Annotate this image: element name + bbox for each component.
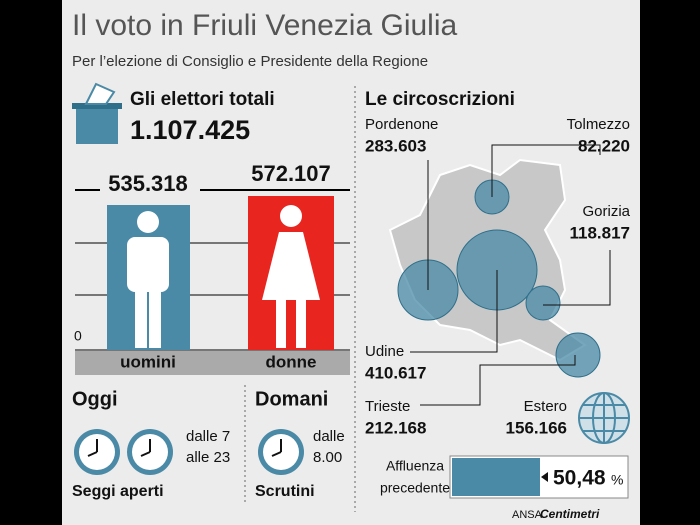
today-title: Oggi bbox=[72, 388, 118, 410]
electors-total: 1.107.425 bbox=[130, 115, 250, 145]
clocks bbox=[74, 429, 304, 475]
district-name: Trieste bbox=[365, 398, 410, 415]
woman-icon bbox=[262, 205, 320, 348]
district-value: 156.166 bbox=[506, 418, 567, 437]
districts-title: Le circoscrizioni bbox=[365, 89, 515, 110]
source: ANSA bbox=[512, 509, 543, 521]
leaders bbox=[410, 144, 611, 406]
district-name: Pordenone bbox=[365, 116, 438, 133]
district-name: Udine bbox=[365, 343, 404, 360]
women-value: 572.107 bbox=[251, 161, 331, 186]
men-value: 535.318 bbox=[108, 171, 188, 196]
turnout-value: 50,48 bbox=[553, 467, 606, 490]
label-band bbox=[75, 351, 350, 375]
tomorrow-time: dalle bbox=[313, 428, 345, 445]
turnout-bar bbox=[452, 458, 540, 496]
district-value: 283.603 bbox=[365, 136, 426, 155]
ballot-icon bbox=[72, 82, 122, 144]
district-value: 82.220 bbox=[578, 136, 630, 155]
district-value: 118.817 bbox=[569, 223, 630, 242]
clock-hand bbox=[271, 451, 282, 457]
turnout-label: Affluenza bbox=[386, 458, 444, 474]
clock-hand bbox=[140, 451, 151, 457]
district-name: Gorizia bbox=[582, 203, 630, 220]
pointer bbox=[541, 472, 548, 482]
tomorrow-time: 8.00 bbox=[313, 449, 342, 466]
clock-hand bbox=[87, 451, 98, 457]
district-name: Estero bbox=[524, 398, 567, 415]
today-time: alle 23 bbox=[186, 449, 230, 466]
women-label: donne bbox=[266, 352, 317, 371]
today-time: dalle 7 bbox=[186, 428, 230, 445]
title: Il voto in Friuli Venezia Giulia bbox=[72, 9, 457, 42]
men-label: uomini bbox=[120, 352, 176, 371]
turnout-label: precedente bbox=[380, 480, 450, 496]
turnout-unit: % bbox=[611, 472, 623, 488]
tomorrow-title: Domani bbox=[255, 388, 328, 410]
district-value: 212.168 bbox=[365, 418, 426, 437]
district-value: 410.617 bbox=[365, 363, 426, 382]
globe-icon bbox=[578, 392, 630, 444]
axis-zero: 0 bbox=[74, 328, 82, 344]
electors-label: Gli elettori totali bbox=[130, 89, 275, 110]
subtitle: Per l’elezione di Consiglio e Presidente… bbox=[72, 53, 428, 70]
tomorrow-caption: Scrutini bbox=[255, 483, 315, 500]
district-name: Tolmezzo bbox=[567, 116, 630, 133]
brand: Centimetri bbox=[540, 507, 600, 521]
man-icon bbox=[127, 211, 169, 348]
today-caption: Seggi aperti bbox=[72, 483, 164, 500]
